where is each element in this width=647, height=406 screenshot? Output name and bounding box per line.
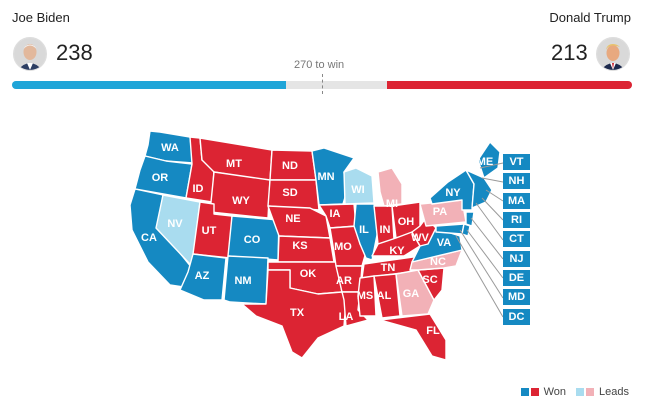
state-label-ky: KY <box>389 245 405 257</box>
small-state-leader-lines <box>455 162 504 318</box>
state-tx[interactable] <box>241 269 347 359</box>
state-nm[interactable] <box>223 255 269 305</box>
state-label-or: OR <box>152 172 169 184</box>
state-label-wa: WA <box>161 142 179 154</box>
threshold-label: 270 to win <box>294 59 345 71</box>
state-label-sc: SC <box>422 274 437 286</box>
small-state-ct[interactable]: CT <box>503 231 530 247</box>
state-label-ia: IA <box>330 208 341 220</box>
state-label-ut: UT <box>202 225 217 237</box>
legend-rep-won-swatch <box>530 388 539 396</box>
state-label-id: ID <box>193 183 204 195</box>
state-sd[interactable] <box>267 179 320 211</box>
state-wy[interactable] <box>209 171 271 219</box>
legend-won-label: Won <box>543 386 567 398</box>
state-label-la: LA <box>339 311 354 323</box>
state-label-in: IN <box>380 224 391 236</box>
state-label-tx: TX <box>290 307 305 319</box>
state-label-wv: WV <box>411 232 429 244</box>
legend-rep-leads-swatch <box>586 388 595 396</box>
state-label-va: VA <box>437 237 452 249</box>
state-label-pa: PA <box>433 206 448 218</box>
state-nj[interactable] <box>465 211 475 227</box>
rep-bar-fill <box>386 81 632 89</box>
state-label-mi: MI <box>386 198 398 210</box>
state-label-il: IL <box>359 224 369 236</box>
state-label-nd: ND <box>282 160 298 172</box>
state-label-mn: MN <box>317 171 334 183</box>
state-label-fl: FL <box>426 325 440 337</box>
dem-bar-fill <box>12 81 287 89</box>
small-state-nj[interactable]: NJ <box>503 251 530 267</box>
legend-leads-label: Leads <box>599 386 629 398</box>
small-state-nh[interactable]: NH <box>503 173 530 189</box>
state-label-me: ME <box>477 156 494 168</box>
small-state-vt[interactable]: VT <box>503 154 530 170</box>
state-label-ca: CA <box>141 232 157 244</box>
state-label-ny: NY <box>445 187 461 199</box>
state-label-mt: MT <box>226 158 242 170</box>
small-state-dc[interactable]: DC <box>503 309 530 325</box>
state-az[interactable] <box>179 253 227 301</box>
biden-avatar <box>13 37 47 71</box>
state-ne[interactable] <box>267 205 331 239</box>
state-label-tn: TN <box>381 262 396 274</box>
state-ms[interactable] <box>357 275 377 317</box>
candidate-name-biden: Joe Biden <box>12 10 70 25</box>
state-label-wi: WI <box>351 184 364 196</box>
state-label-ok: OK <box>300 268 317 280</box>
biden-electoral-votes: 238 <box>56 40 93 65</box>
small-state-de[interactable]: DE <box>503 270 530 286</box>
legend-dem-leads-swatch <box>576 388 585 396</box>
state-label-nv: NV <box>167 218 183 230</box>
state-fl[interactable] <box>379 313 447 361</box>
state-md[interactable] <box>435 223 465 235</box>
map-legend: Won Leads <box>520 386 629 398</box>
state-label-mo: MO <box>334 241 352 253</box>
state-me[interactable] <box>477 141 501 179</box>
small-state-md[interactable]: MD <box>503 289 530 305</box>
state-label-nc: NC <box>430 256 446 268</box>
state-label-ks: KS <box>292 240 307 252</box>
state-wi[interactable] <box>343 167 375 205</box>
state-label-az: AZ <box>195 270 210 282</box>
state-label-sd: SD <box>282 187 297 199</box>
legend-dem-won-swatch <box>520 388 529 396</box>
candidate-name-trump: Donald Trump <box>549 10 631 25</box>
state-ny[interactable] <box>429 169 475 211</box>
state-label-wy: WY <box>232 195 250 207</box>
state-label-nm: NM <box>234 275 251 287</box>
trump-avatar <box>596 37 630 71</box>
state-label-co: CO <box>244 234 261 246</box>
state-label-ar: AR <box>336 275 352 287</box>
trump-electoral-votes: 213 <box>551 40 588 65</box>
state-al[interactable] <box>373 273 401 319</box>
state-label-oh: OH <box>398 216 415 228</box>
small-state-ma[interactable]: MA <box>503 193 530 209</box>
threshold-marker <box>322 74 323 94</box>
small-state-ri[interactable]: RI <box>503 212 530 228</box>
state-label-ga: GA <box>403 288 420 300</box>
state-label-al: AL <box>377 290 392 302</box>
state-label-ms: MS <box>357 290 374 302</box>
state-label-ne: NE <box>285 213 300 225</box>
